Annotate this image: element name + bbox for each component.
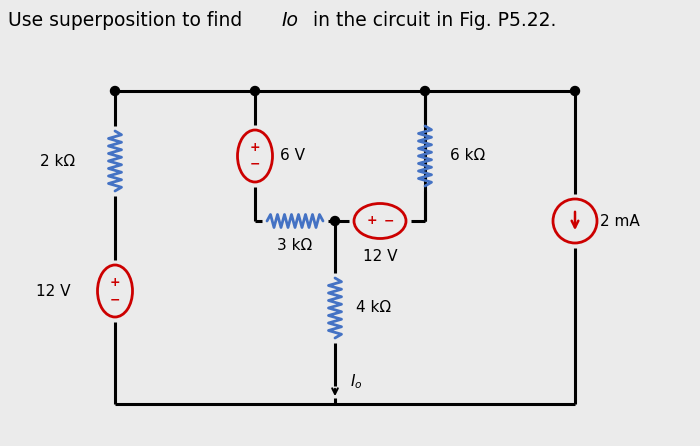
Text: +: + [250,141,260,154]
Text: 2 kΩ: 2 kΩ [40,153,75,169]
Circle shape [570,87,580,95]
Circle shape [330,216,340,226]
Text: +: + [110,276,120,289]
Text: Use superposition to find: Use superposition to find [8,11,248,30]
Text: 3 kΩ: 3 kΩ [277,238,313,253]
Text: 6 V: 6 V [280,149,305,164]
Circle shape [421,87,430,95]
Text: −: − [384,215,393,227]
Text: 4 kΩ: 4 kΩ [356,301,391,315]
Text: $I_o$: $I_o$ [350,372,363,391]
Text: 12 V: 12 V [36,284,70,298]
Text: +: + [366,215,377,227]
Circle shape [251,87,260,95]
Text: 6 kΩ: 6 kΩ [450,149,485,164]
Text: −: − [250,158,260,171]
Text: 2 mA: 2 mA [600,214,640,228]
Text: Io: Io [282,11,299,30]
Circle shape [111,87,120,95]
Text: in the circuit in Fig. P5.22.: in the circuit in Fig. P5.22. [307,11,556,30]
Text: −: − [110,293,120,306]
Text: 12 V: 12 V [363,249,398,264]
